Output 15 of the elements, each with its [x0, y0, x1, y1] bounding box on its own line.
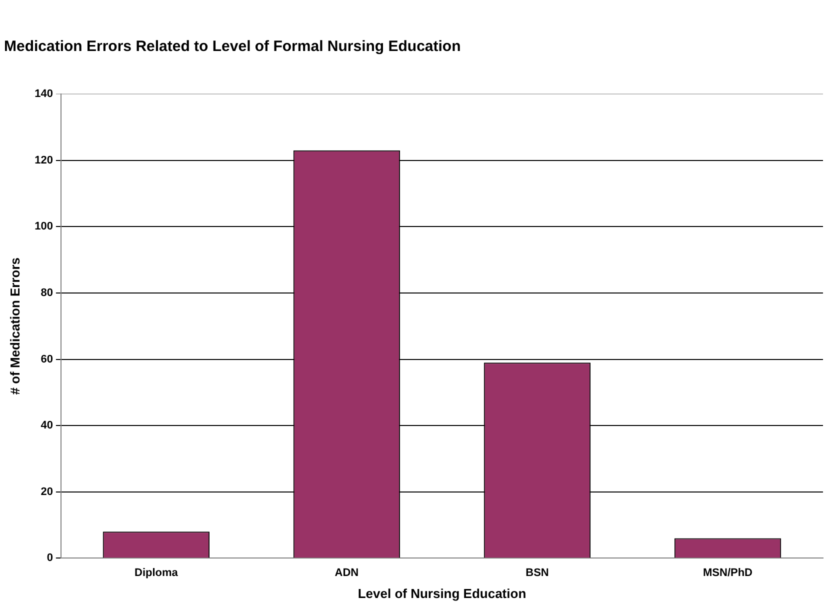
- x-axis-title: Level of Nursing Education: [358, 586, 526, 601]
- x-tick-label: Diploma: [134, 566, 179, 579]
- x-tick-label: ADN: [334, 566, 359, 579]
- y-tick-label: 140: [34, 88, 53, 100]
- chart-title: Medication Errors Related to Level of Formal Nursing Education: [4, 38, 461, 56]
- y-axis-title: # of Medication Errors: [7, 257, 22, 395]
- y-tick-label: 100: [34, 220, 53, 233]
- y-tick-label: 60: [40, 353, 53, 366]
- x-tick-label: BSN: [526, 566, 549, 579]
- y-tick-label: 20: [40, 486, 53, 498]
- y-tick-label: 0: [46, 552, 53, 564]
- y-tick-label: 80: [40, 286, 53, 299]
- x-tick-label: MSN/PhD: [702, 566, 753, 579]
- y-tick-label: 40: [40, 420, 53, 432]
- y-tick-label: 120: [34, 154, 53, 166]
